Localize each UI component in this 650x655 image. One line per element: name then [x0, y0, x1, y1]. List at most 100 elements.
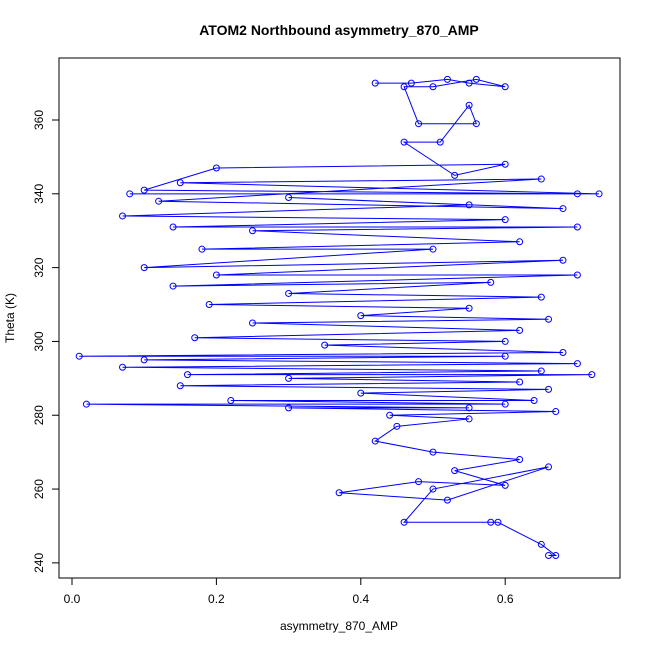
x-tick-label: 0.6 — [497, 592, 514, 606]
data-point — [75, 352, 83, 360]
data-point — [415, 478, 423, 486]
x-axis-label: asymmetry_870_AMP — [280, 619, 398, 633]
data-point — [285, 404, 293, 412]
data-point — [393, 422, 401, 430]
data-point — [573, 271, 581, 279]
data-point — [205, 301, 213, 309]
y-tick-label: 340 — [32, 183, 46, 203]
data-point — [545, 385, 553, 393]
data-point — [285, 289, 293, 297]
data-point — [248, 319, 256, 327]
y-tick-label: 280 — [32, 405, 46, 425]
data-point — [501, 216, 509, 224]
y-axis-label: Theta (K) — [3, 293, 17, 343]
data-point — [371, 79, 379, 87]
data-point — [429, 245, 437, 253]
y-tick-label: 240 — [32, 553, 46, 573]
data-point — [400, 83, 408, 91]
y-tick-label: 320 — [32, 257, 46, 277]
data-point — [537, 175, 545, 183]
data-point — [501, 160, 509, 168]
data-point — [595, 190, 603, 198]
chart-title: ATOM2 Northbound asymmetry_870_AMP — [199, 22, 479, 38]
data-point — [516, 456, 524, 464]
data-point — [119, 363, 127, 371]
data-point — [400, 518, 408, 526]
data-point — [537, 293, 545, 301]
data-point — [227, 396, 235, 404]
data-point — [212, 164, 220, 172]
data-line — [79, 78, 600, 556]
data-point — [573, 360, 581, 368]
data-point — [451, 171, 459, 179]
data-point — [140, 264, 148, 272]
data-point — [357, 389, 365, 397]
x-tick-label: 0.0 — [64, 592, 81, 606]
data-point — [472, 75, 480, 83]
data-point — [429, 485, 437, 493]
data-point — [371, 437, 379, 445]
data-point — [198, 245, 206, 253]
data-point — [155, 197, 163, 205]
x-tick-label: 0.2 — [208, 592, 225, 606]
data-point — [472, 120, 480, 128]
data-point — [501, 83, 509, 91]
data-point — [573, 223, 581, 231]
data-point — [552, 408, 560, 416]
data-point — [415, 120, 423, 128]
data-point — [530, 396, 538, 404]
data-point — [248, 227, 256, 235]
data-point — [126, 190, 134, 198]
x-tick-label: 0.4 — [352, 592, 369, 606]
data-point — [169, 223, 177, 231]
data-point — [357, 312, 365, 320]
data-point — [501, 481, 509, 489]
data-point — [176, 382, 184, 390]
data-point — [169, 282, 177, 290]
y-tick-label: 300 — [32, 331, 46, 351]
data-point — [335, 489, 343, 497]
data-point — [443, 496, 451, 504]
data-point — [465, 201, 473, 209]
data-point — [516, 238, 524, 246]
data-point — [140, 186, 148, 194]
data-point — [487, 518, 495, 526]
data-point — [487, 278, 495, 286]
data-point — [494, 518, 502, 526]
data-point — [559, 205, 567, 213]
data-point — [465, 415, 473, 423]
data-point — [465, 304, 473, 312]
data-point — [516, 326, 524, 334]
data-point — [285, 374, 293, 382]
data-point — [465, 79, 473, 87]
data-point — [436, 138, 444, 146]
data-point — [82, 400, 90, 408]
data-point — [429, 448, 437, 456]
data-point — [321, 341, 329, 349]
data-point — [501, 400, 509, 408]
data-point — [176, 179, 184, 187]
data-point — [184, 371, 192, 379]
data-point — [537, 540, 545, 548]
data-point — [191, 334, 199, 342]
data-point — [588, 371, 596, 379]
data-point — [573, 190, 581, 198]
data-point — [537, 367, 545, 375]
data-point — [559, 349, 567, 357]
data-point — [212, 271, 220, 279]
data-point — [465, 404, 473, 412]
data-point — [451, 467, 459, 475]
data-point — [443, 75, 451, 83]
data-point — [119, 212, 127, 220]
data-point — [545, 551, 553, 559]
data-point — [407, 79, 415, 87]
data-point — [501, 337, 509, 345]
data-point — [516, 378, 524, 386]
data-point — [559, 256, 567, 264]
data-point — [545, 315, 553, 323]
data-point — [429, 83, 437, 91]
data-point — [285, 194, 293, 202]
data-point — [140, 356, 148, 364]
data-point — [386, 411, 394, 419]
